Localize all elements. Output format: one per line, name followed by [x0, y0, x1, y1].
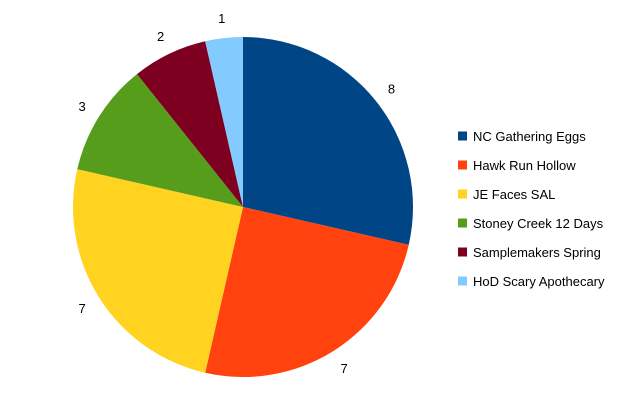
legend-label: HoD Scary Apothecary	[473, 274, 605, 289]
pie-slice-samplemakers-spring	[137, 41, 243, 208]
legend-item-je-faces-sal: JE Faces SAL	[458, 187, 555, 202]
legend-swatch	[458, 160, 467, 170]
data-label-samplemakers-spring: 2	[157, 29, 164, 44]
legend-label: JE Faces SAL	[473, 187, 555, 202]
data-label-hod-scary-apothecary: 1	[218, 11, 225, 26]
data-label-stoney-creek-12-days: 3	[78, 99, 85, 114]
legend-swatch	[458, 247, 467, 257]
legend-label: Stoney Creek 12 Days	[473, 216, 604, 231]
pie-slice-je-faces-sal	[72, 169, 244, 373]
pie-slice-hod-scary-apothecary	[205, 37, 243, 207]
legend: NC Gathering Eggs Hawk Run Hollow JE Faces…	[458, 129, 605, 289]
pie-slice-stoney-creek-12-days	[77, 74, 243, 207]
legend-item-hod-scary-apothecary: HoD Scary Apothecary	[458, 274, 605, 289]
legend-item-nc-gathering-eggs: NC Gathering Eggs	[458, 129, 586, 144]
legend-swatch	[458, 131, 467, 141]
legend-item-hawk-run-hollow: Hawk Run Hollow	[458, 158, 576, 173]
data-label-nc-gathering-eggs: 8	[388, 82, 395, 97]
pie-slices	[72, 37, 414, 378]
legend-swatch	[458, 276, 467, 286]
legend-label: Hawk Run Hollow	[473, 158, 576, 173]
data-label-je-faces-sal: 7	[78, 301, 85, 316]
pie-data-labels: 8 7 7 3 2 1	[78, 11, 395, 376]
legend-swatch	[458, 189, 467, 199]
legend-swatch	[458, 218, 467, 228]
legend-label: NC Gathering Eggs	[473, 129, 586, 144]
legend-item-samplemakers-spring: Samplemakers Spring	[458, 245, 601, 260]
legend-label: Samplemakers Spring	[473, 245, 601, 260]
legend-item-stoney-creek-12-days: Stoney Creek 12 Days	[458, 216, 604, 231]
pie-slice-hawk-run-hollow	[205, 207, 409, 378]
pie-slice-nc-gathering-eggs	[243, 37, 414, 245]
data-label-hawk-run-hollow: 7	[340, 361, 347, 376]
